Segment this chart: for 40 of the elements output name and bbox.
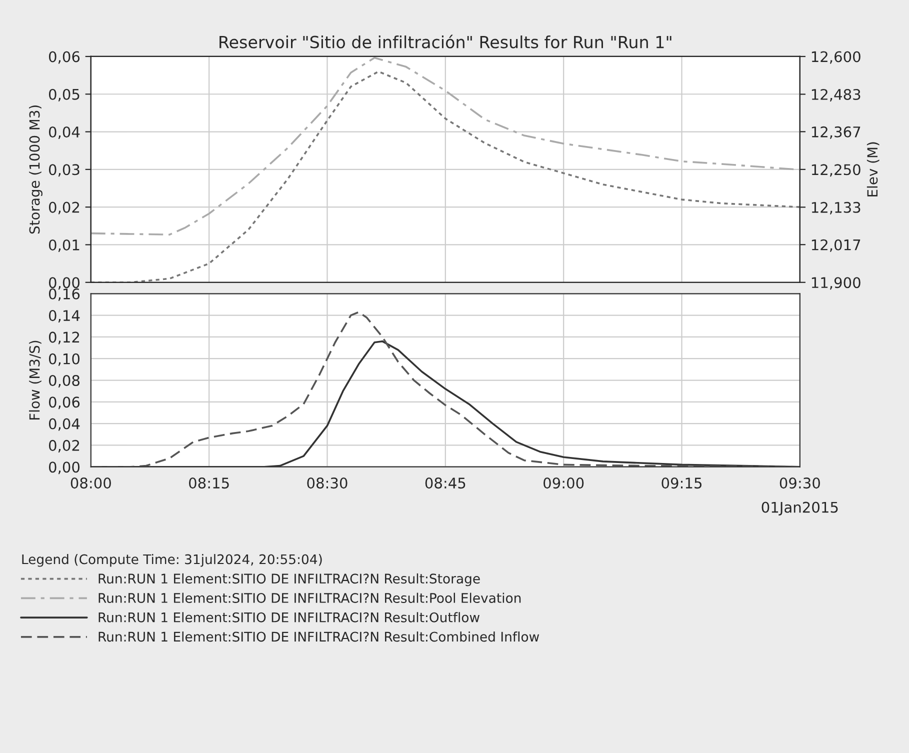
y2-tick-label: 12,483 [812, 88, 860, 102]
y-tick-label: 0,04 [48, 126, 80, 140]
y2-tick-label: 12,600 [812, 51, 860, 64]
x-tick-label: 08:30 [307, 478, 348, 489]
x-tick-label: 08:45 [425, 478, 466, 489]
y2-tick-label: 11,900 [812, 277, 860, 290]
legend-label: Run:RUN 1 Element:SITIO DE INFILTRACI?N Result:Combined Inflow [98, 632, 540, 642]
legend-label: Run:RUN 1 Element:SITIO DE INFILTRACI?N Result:Outflow [98, 612, 480, 622]
x-tick-label: 09:30 [780, 478, 820, 489]
y-axis-title: Storage (1000 M3) [29, 106, 42, 234]
y-tick-label: 0,12 [48, 332, 80, 344]
legend-title: Legend (Compute Time: 31jul2024, 20:55:04) [22, 554, 322, 567]
y-tick-label: 0,02 [48, 440, 80, 452]
y-tick-label: 0,06 [48, 51, 80, 64]
legend-label: Run:RUN 1 Element:SITIO DE INFILTRACI?N Result:Pool Elevation [98, 592, 521, 603]
y-tick-label: 0,16 [48, 288, 80, 301]
y-tick-label: 0,00 [48, 462, 80, 474]
y-tick-label: 0,03 [48, 164, 80, 177]
y2-tick-label: 12,367 [812, 126, 860, 139]
chart-title: Reservoir "Sitio de infiltración" Results for Run "Run 1" [220, 34, 672, 48]
y-axis-title: Flow (M3/S) [29, 340, 42, 420]
y-tick-label: 0,05 [48, 88, 80, 102]
x-tick-label: 09:00 [544, 478, 584, 489]
y-tick-label: 0,04 [48, 418, 80, 431]
y-tick-label: 0,02 [48, 202, 80, 214]
y-tick-label: 0,10 [48, 353, 80, 366]
y2-axis-title: Elev (M) [866, 142, 880, 196]
y2-tick-label: 12,017 [812, 239, 860, 252]
x-axis-title: 01Jan2015 [762, 502, 838, 516]
y-tick-label: 0,14 [48, 310, 80, 323]
y-tick-label: 0,08 [48, 374, 80, 388]
y2-tick-label: 12,250 [812, 164, 860, 177]
y2-tick-label: 12,133 [812, 202, 860, 214]
x-tick-label: 08:15 [189, 478, 229, 489]
x-tick-label: 08:00 [70, 478, 111, 489]
legend-label: Run:RUN 1 Element:SITIO DE INFILTRACI?N Result:Storage [98, 573, 480, 586]
x-tick-label: 09:15 [662, 478, 702, 489]
y-tick-label: 0,00 [48, 277, 80, 290]
y-tick-label: 0,01 [48, 239, 80, 252]
y-tick-label: 0,06 [48, 396, 80, 410]
